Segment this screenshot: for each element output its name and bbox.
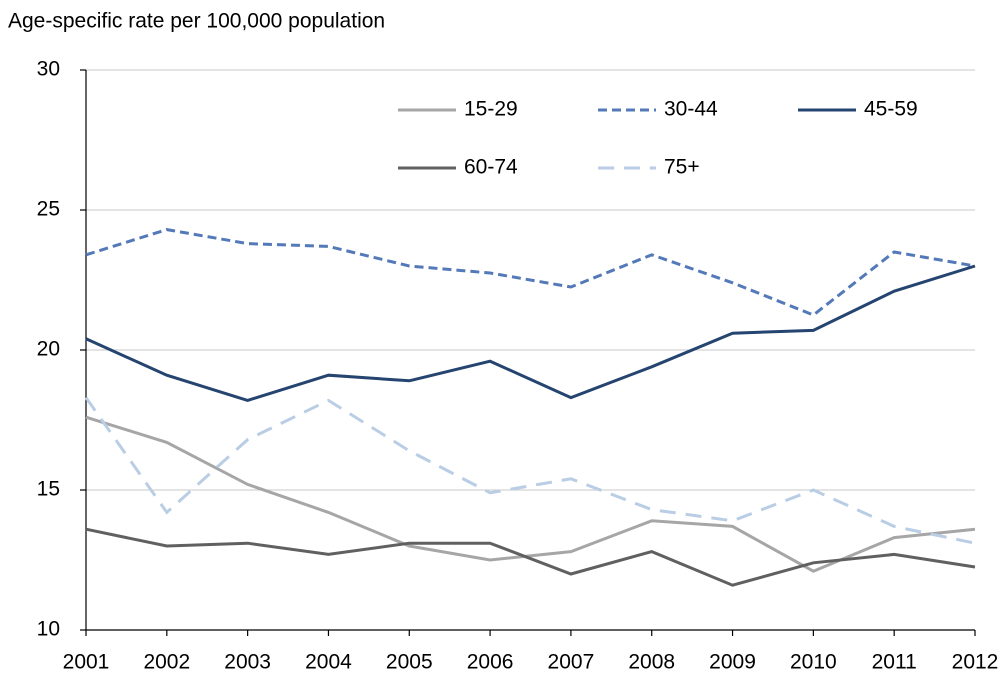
legend-label: 60-74 [464,156,518,179]
series-line [85,264,976,402]
x-tick-label: 2002 [143,651,190,674]
legend-label: 45-59 [864,98,918,121]
x-tick-label: 2011 [872,651,917,674]
y-tick-label: 30 [37,58,60,81]
series-line [85,228,976,317]
chart-title: Age-specific rate per 100,000 population [8,10,385,33]
y-tick-label: 20 [37,338,60,361]
x-tick-label: 2001 [63,651,110,674]
x-tick-label: 2012 [952,651,999,674]
y-tick-label: 10 [37,618,60,641]
y-tick-label: 15 [37,478,60,501]
series-line [85,527,976,587]
x-tick-label: 2008 [628,651,675,674]
x-tick-label: 2010 [790,651,837,674]
x-tick-label: 2009 [709,651,756,674]
y-tick-label: 25 [37,198,60,221]
legend-label: 75+ [664,156,700,179]
x-tick-label: 2006 [467,651,514,674]
legend-label: 15-29 [464,98,518,121]
x-tick-label: 2005 [386,651,433,674]
legend-label: 30-44 [664,98,718,121]
x-tick-label: 2004 [305,651,352,674]
series-line [85,415,976,573]
x-tick-label: 2007 [548,651,595,674]
x-tick-label: 2003 [224,651,271,674]
